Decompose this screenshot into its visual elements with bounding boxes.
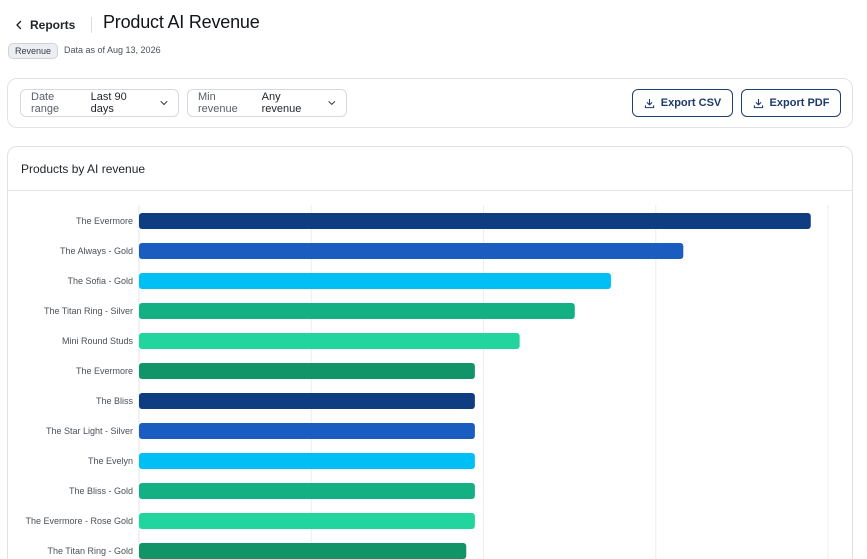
filters-toolbar: Date range Last 90 days Min revenue Any … — [7, 78, 853, 128]
page-header: Reports Product AI Revenue Revenue Data … — [0, 0, 867, 70]
products-revenue-chart-card: Products by AI revenue The Evermore The A… — [7, 146, 853, 559]
date-range-select[interactable]: Date range Last 90 days — [20, 89, 179, 117]
page-title: Product AI Revenue — [103, 12, 260, 32]
bar-chart: The Evermore The Always - Gold The Sofia -… — [25, 205, 829, 559]
export-csv-label: Export CSV — [660, 97, 722, 109]
chevron-left-icon — [16, 20, 22, 30]
bar[interactable] — [139, 243, 684, 259]
export-pdf-button[interactable]: Export PDF — [741, 89, 841, 117]
category-label: Mini Round Studs — [62, 336, 134, 346]
category-label: The Always - Gold — [60, 246, 133, 256]
category-label: The Evermore - Rose Gold — [25, 516, 133, 526]
category-badge: Revenue — [8, 43, 59, 59]
category-label: The Titan Ring - Gold — [47, 546, 133, 556]
bar[interactable] — [139, 483, 475, 499]
bar[interactable] — [139, 513, 475, 529]
data-as-of-text: Data as of Aug 13, 2026 — [64, 45, 161, 55]
bar[interactable] — [139, 543, 467, 559]
download-icon — [644, 98, 654, 108]
date-range-value: Last 90 days — [90, 91, 127, 115]
chevron-down-icon — [328, 101, 336, 105]
category-label: The Bliss - Gold — [69, 486, 133, 496]
bar[interactable] — [139, 333, 520, 349]
category-label: The Bliss — [96, 396, 134, 406]
header-divider — [91, 17, 92, 33]
bar[interactable] — [139, 273, 611, 289]
date-range-label: Date range — [31, 91, 60, 115]
download-icon — [753, 98, 763, 108]
bar[interactable] — [139, 213, 811, 229]
bar[interactable] — [139, 453, 475, 469]
back-link-label: Reports — [30, 18, 76, 32]
bar[interactable] — [139, 393, 475, 409]
export-csv-button[interactable]: Export CSV — [632, 89, 733, 117]
chart-title: Products by AI revenue — [21, 162, 146, 176]
min-revenue-label: Min revenue — [198, 91, 238, 115]
bar[interactable] — [139, 303, 575, 319]
category-label: The Evermore — [76, 216, 133, 226]
category-label: The Star Light - Silver — [46, 426, 133, 436]
bar[interactable] — [139, 423, 475, 439]
min-revenue-value: Any revenue — [261, 91, 302, 115]
category-label: The Sofia - Gold — [67, 276, 133, 286]
bar[interactable] — [139, 363, 475, 379]
export-pdf-label: Export PDF — [769, 97, 830, 109]
category-label: The Evelyn — [88, 456, 133, 466]
min-revenue-select[interactable]: Min revenue Any revenue — [187, 89, 347, 117]
category-label: The Evermore — [76, 366, 133, 376]
chart-header-divider — [8, 190, 852, 191]
back-to-reports-link[interactable]: Reports — [14, 15, 75, 35]
category-label: The Titan Ring - Silver — [44, 306, 133, 316]
chevron-down-icon — [160, 100, 168, 106]
